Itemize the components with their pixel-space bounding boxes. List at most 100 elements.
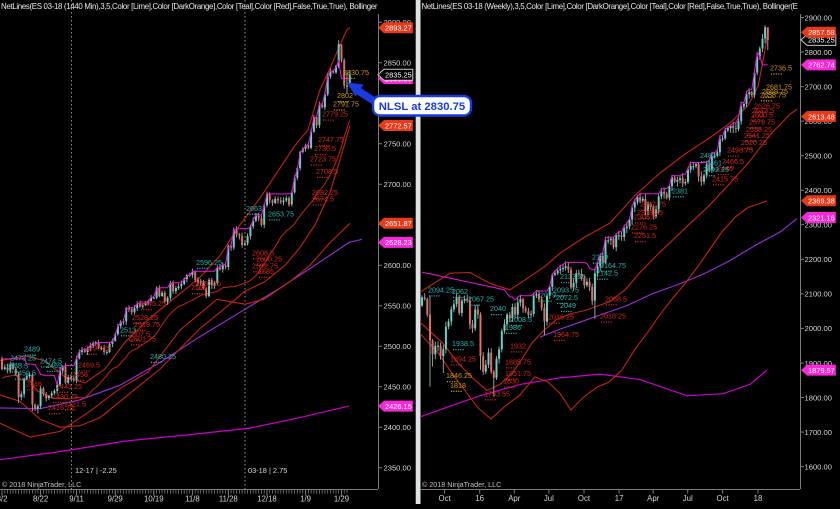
- svg-text:1600.00: 1600.00: [805, 462, 832, 471]
- svg-text:2321.16: 2321.16: [808, 213, 835, 222]
- svg-text:2469.5: 2469.5: [78, 361, 100, 370]
- svg-text:2830.75: 2830.75: [343, 68, 369, 77]
- svg-text:Apr: Apr: [647, 494, 660, 503]
- svg-text:2068.5: 2068.5: [605, 294, 627, 303]
- svg-text:2857.58: 2857.58: [808, 28, 835, 37]
- svg-text:2501.75: 2501.75: [130, 334, 156, 343]
- svg-text:2513: 2513: [120, 325, 136, 334]
- svg-text:Jul: Jul: [544, 494, 554, 503]
- svg-text:12/18: 12/18: [257, 495, 277, 504]
- svg-text:2318.25: 2318.25: [637, 208, 663, 217]
- svg-text:2421.5: 2421.5: [64, 399, 86, 408]
- svg-text:1700.00: 1700.00: [805, 428, 832, 437]
- svg-text:2893.27: 2893.27: [385, 24, 412, 33]
- svg-text:2600.5: 2600.5: [751, 111, 773, 120]
- svg-text:2596.25: 2596.25: [196, 258, 222, 267]
- svg-text:NetLines(ES 03-18 (1440 Min),3: NetLines(ES 03-18 (1440 Min),3,5,Color […: [1, 2, 378, 11]
- svg-text:1/9: 1/9: [300, 495, 311, 504]
- svg-text:12-17 | -2.25: 12-17 | -2.25: [75, 466, 117, 475]
- svg-text:Oct: Oct: [578, 494, 591, 503]
- svg-text:2585: 2585: [258, 267, 274, 276]
- svg-text:2008.5: 2008.5: [510, 315, 532, 324]
- svg-text:2189: 2189: [592, 253, 608, 262]
- svg-text:2369.38: 2369.38: [808, 197, 835, 206]
- svg-text:2736.5: 2736.5: [770, 64, 792, 73]
- svg-text:2415.75: 2415.75: [712, 174, 738, 183]
- svg-text:2490.25: 2490.25: [85, 344, 111, 353]
- svg-text:© 2018 NinjaTrader, LLC: © 2018 NinjaTrader, LLC: [2, 480, 81, 489]
- svg-text:1894.25: 1894.25: [450, 355, 476, 364]
- svg-text:2276.25: 2276.25: [631, 223, 657, 232]
- svg-text:2446: 2446: [717, 164, 733, 173]
- svg-text:2300.00: 2300.00: [805, 221, 832, 230]
- svg-text:2079: 2079: [540, 291, 556, 300]
- svg-text:1986: 1986: [505, 323, 521, 332]
- svg-text:2458: 2458: [72, 370, 88, 379]
- svg-text:Apr: Apr: [508, 494, 521, 503]
- svg-text:1879.57: 1879.57: [808, 366, 835, 375]
- svg-text:8/22: 8/22: [33, 495, 48, 504]
- svg-text:2000.00: 2000.00: [805, 324, 832, 333]
- svg-text:2791.75: 2791.75: [333, 100, 359, 109]
- svg-text:2480.25: 2480.25: [150, 352, 176, 361]
- svg-text:2062: 2062: [452, 287, 468, 296]
- svg-text:2708.5: 2708.5: [316, 167, 338, 176]
- svg-text:2483: 2483: [700, 151, 716, 160]
- svg-text:10/19: 10/19: [144, 495, 164, 504]
- svg-text:1851.75: 1851.75: [505, 369, 531, 378]
- svg-text:2381: 2381: [672, 186, 688, 195]
- svg-text:2736.5: 2736.5: [314, 144, 336, 153]
- svg-text:1830: 1830: [503, 377, 519, 386]
- svg-text:2040: 2040: [490, 304, 506, 313]
- svg-text:2067.25: 2067.25: [468, 295, 494, 304]
- svg-text:8/2: 8/2: [0, 495, 7, 504]
- svg-text:03-18 | 2.75: 03-18 | 2.75: [248, 466, 287, 475]
- svg-text:11/28: 11/28: [219, 495, 238, 504]
- svg-text:2500.00: 2500.00: [384, 342, 411, 351]
- svg-text:2802: 2802: [337, 91, 353, 100]
- svg-text:2519.75: 2519.75: [134, 320, 160, 329]
- svg-text:1932: 1932: [510, 341, 526, 350]
- svg-text:NLSL at 2830.75: NLSL at 2830.75: [379, 101, 465, 113]
- svg-text:2835.25: 2835.25: [385, 71, 412, 80]
- svg-text:9/29: 9/29: [108, 495, 123, 504]
- svg-text:2626.75: 2626.75: [754, 101, 780, 110]
- svg-text:2762.74: 2762.74: [808, 61, 835, 70]
- svg-text:1846.25: 1846.25: [446, 371, 472, 380]
- svg-text:2305.5: 2305.5: [634, 212, 656, 221]
- svg-text:2474.5: 2474.5: [40, 357, 62, 366]
- svg-text:2565: 2565: [191, 283, 207, 292]
- svg-text:2747.75: 2747.75: [318, 135, 344, 144]
- svg-text:2507.5: 2507.5: [128, 330, 150, 339]
- svg-text:2723.75: 2723.75: [310, 155, 336, 164]
- svg-text:2400.00: 2400.00: [384, 423, 411, 432]
- svg-text:2015.25: 2015.25: [548, 313, 574, 322]
- svg-text:2682.25: 2682.25: [312, 188, 338, 197]
- svg-text:1818: 1818: [450, 381, 466, 390]
- svg-text:2442.25: 2442.25: [703, 165, 729, 174]
- svg-text:2700.00: 2700.00: [384, 180, 411, 189]
- svg-text:2094.25: 2094.25: [428, 285, 454, 294]
- svg-text:11/8: 11/8: [185, 495, 200, 504]
- svg-text:2681.75: 2681.75: [766, 82, 792, 91]
- svg-text:2459.5: 2459.5: [14, 369, 36, 378]
- svg-text:2850.00: 2850.00: [384, 59, 411, 68]
- svg-text:2592.75: 2592.75: [252, 261, 278, 270]
- svg-text:2653.75: 2653.75: [268, 209, 294, 218]
- svg-text:2520.25: 2520.25: [741, 138, 767, 147]
- svg-text:2608.5: 2608.5: [252, 248, 274, 257]
- svg-text:2772.57: 2772.57: [385, 121, 412, 130]
- svg-text:1964.75: 1964.75: [553, 330, 579, 339]
- svg-text:2800.00: 2800.00: [805, 48, 832, 57]
- svg-text:2489: 2489: [24, 345, 40, 354]
- svg-text:2450.00: 2450.00: [384, 383, 411, 392]
- svg-text:2072.5: 2072.5: [556, 293, 578, 302]
- svg-text:2628.23: 2628.23: [385, 238, 412, 247]
- svg-text:© 2018 NinjaTrader, LLC: © 2018 NinjaTrader, LLC: [422, 480, 501, 489]
- svg-text:2600.25: 2600.25: [256, 255, 282, 264]
- svg-text:2478.25: 2478.25: [10, 353, 36, 362]
- svg-text:2400.00: 2400.00: [805, 186, 832, 195]
- svg-text:2550.00: 2550.00: [384, 302, 411, 311]
- svg-text:2251.5: 2251.5: [634, 231, 656, 240]
- svg-text:2350.00: 2350.00: [384, 464, 411, 473]
